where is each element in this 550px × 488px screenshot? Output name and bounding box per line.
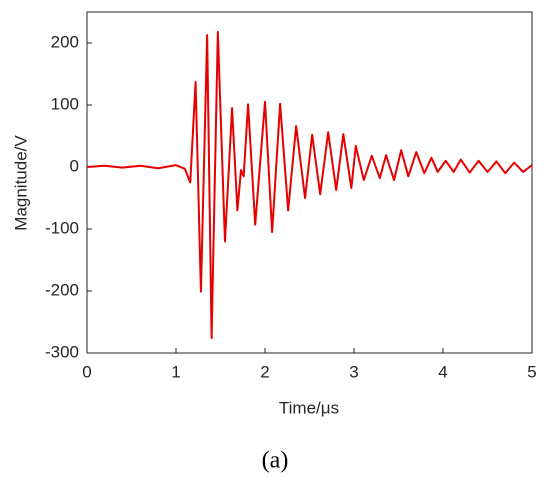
y-tick-label: 200 xyxy=(51,32,79,51)
y-tick-label: 100 xyxy=(51,94,79,113)
y-tick-label: -100 xyxy=(45,218,79,237)
y-tick-label: -300 xyxy=(45,342,79,361)
x-tick-label: 5 xyxy=(527,362,536,381)
y-tick-label: -200 xyxy=(45,280,79,299)
data-line xyxy=(86,30,533,340)
x-tick-label: 1 xyxy=(171,362,180,381)
y-tick-label: 0 xyxy=(70,156,79,175)
caption: (a) xyxy=(262,448,289,474)
plot-frame xyxy=(86,11,533,354)
x-tick-label: 3 xyxy=(349,362,358,381)
x-axis-label: Time/μs xyxy=(279,398,339,417)
x-tick-label: 2 xyxy=(260,362,269,381)
y-axis-label: Magnitude/V xyxy=(11,135,30,231)
x-tick-label: 4 xyxy=(438,362,447,381)
x-tick-label: 0 xyxy=(82,362,91,381)
